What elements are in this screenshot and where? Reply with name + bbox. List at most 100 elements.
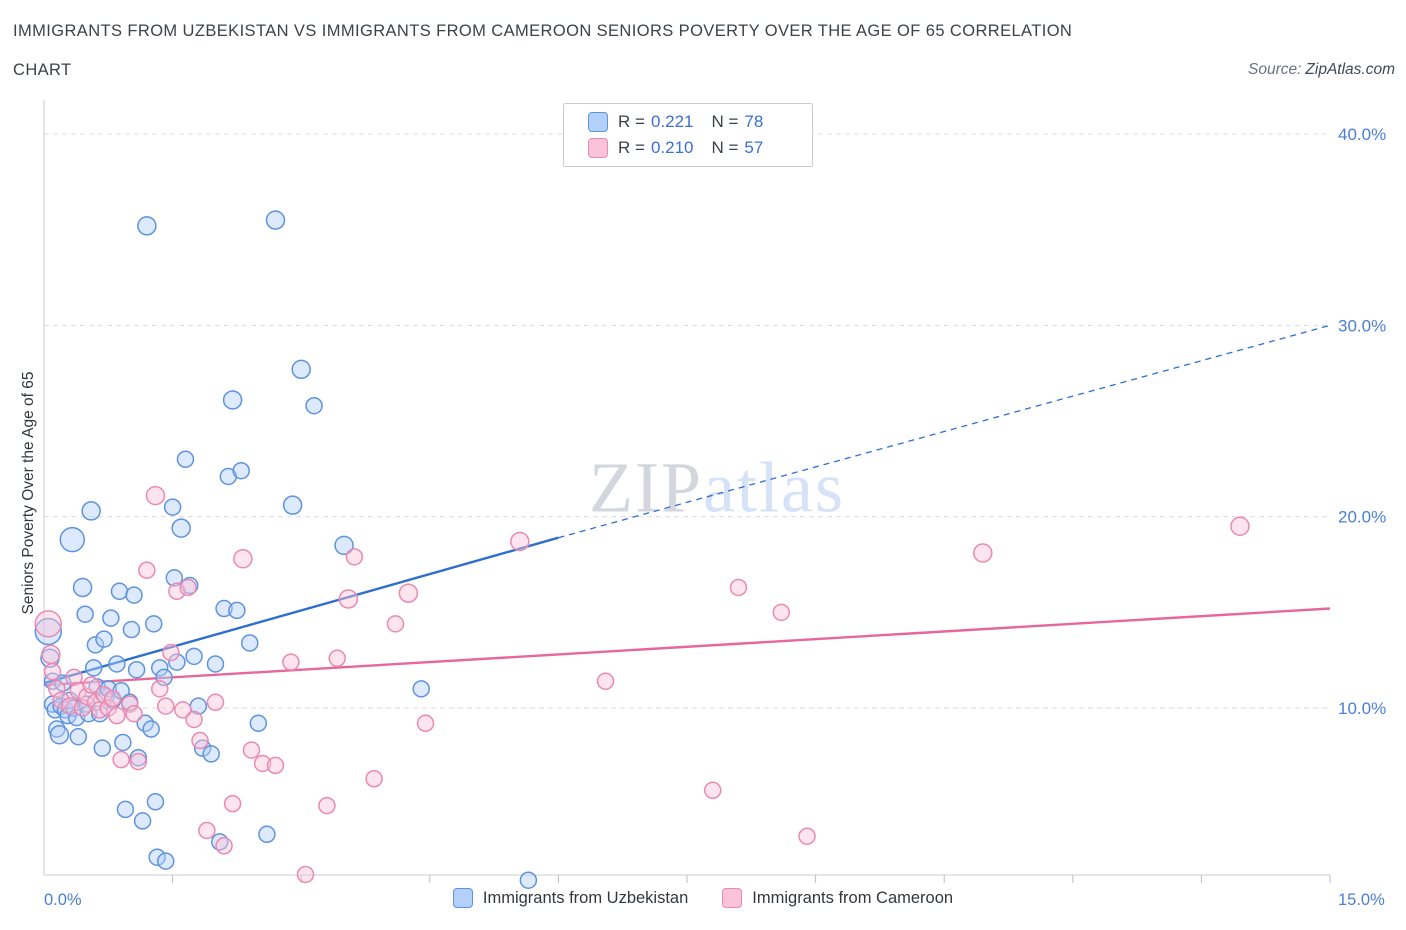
scatter-point <box>258 825 276 844</box>
scatter-point <box>59 526 86 553</box>
series-legend: Immigrants from Uzbekistan Immigrants fr… <box>0 888 1406 908</box>
scatter-point <box>52 691 70 710</box>
scatter-point <box>215 599 233 618</box>
scatter-point <box>76 605 94 623</box>
scatter-point <box>398 583 419 603</box>
scatter-point <box>69 727 88 746</box>
y-tick-label: 10.0% <box>1338 699 1386 718</box>
trend-line <box>43 607 1331 687</box>
scatter-point <box>198 821 216 840</box>
scatter-point <box>202 745 220 763</box>
scatter-point <box>291 359 311 380</box>
scatter-point <box>772 603 791 622</box>
cameroon-swatch <box>588 138 608 158</box>
y-axis-label: Seniors Poverty Over the Age of 65 <box>20 371 37 615</box>
scatter-point <box>596 672 615 690</box>
stats-row-uzbekistan: R = 0.221 N = 78 <box>588 112 812 132</box>
scatter-point <box>129 748 148 767</box>
scatter-point <box>282 495 303 515</box>
scatter-point <box>156 697 175 715</box>
n-label: N = <box>711 138 739 157</box>
scatter-point <box>108 706 126 725</box>
scatter-point <box>171 518 191 538</box>
scatter-point <box>1230 516 1250 536</box>
scatter-point <box>150 680 169 698</box>
trend-line <box>43 536 559 685</box>
scatter-point <box>127 660 146 679</box>
cameroon-swatch <box>722 888 743 908</box>
scatter-point <box>125 586 143 604</box>
y-tick-label: 20.0% <box>1338 508 1386 527</box>
scatter-point <box>148 848 166 866</box>
scatter-point <box>176 450 195 469</box>
legend-item-uzbekistan: Immigrants from Uzbekistan <box>452 888 689 908</box>
scatter-point <box>120 695 139 713</box>
scatter-point <box>110 582 129 601</box>
scatter-point <box>185 647 203 666</box>
scatter-point <box>145 485 166 506</box>
uzbekistan-swatch <box>452 888 473 908</box>
source-attribution: Source: ZipAtlas.com <box>1248 61 1395 79</box>
x-axis-min-label: 0.0% <box>44 891 82 909</box>
scatter-point <box>338 589 359 609</box>
scatter-point <box>60 697 79 715</box>
r-label: R = <box>618 112 645 131</box>
scatter-point <box>334 535 354 556</box>
legend-label-cameroon: Immigrants from Cameroon <box>752 888 954 907</box>
r-value-cameroon: 0.210 <box>650 138 694 157</box>
scatter-point <box>144 615 163 633</box>
scatter-point <box>223 794 242 813</box>
scatter-point <box>179 578 197 597</box>
scatter-point <box>386 615 405 633</box>
scatter-point <box>125 704 143 723</box>
scatter-point <box>49 725 70 745</box>
scatter-point <box>973 543 993 563</box>
y-tick-label: 30.0% <box>1338 316 1386 335</box>
scatter-point <box>168 653 186 671</box>
scatter-point <box>116 800 135 819</box>
legend-item-cameroon: Immigrants from Cameroon <box>722 888 953 908</box>
scatter-point <box>296 865 315 884</box>
scatter-point <box>34 617 63 646</box>
scatter-point <box>129 752 148 771</box>
scatter-point <box>162 643 180 662</box>
scatter-point <box>703 781 722 800</box>
uzbekistan-swatch <box>588 112 608 132</box>
scatter-point <box>138 561 156 579</box>
scatter-point <box>142 720 160 738</box>
scatter-point <box>265 210 286 230</box>
scatter-point <box>215 837 233 855</box>
scatter-point <box>249 714 268 733</box>
scatter-point <box>156 852 175 870</box>
scatter-point <box>282 653 300 671</box>
legend-label-uzbekistan: Immigrants from Uzbekistan <box>482 888 689 907</box>
scatter-point <box>133 812 152 830</box>
scatter-point <box>206 693 225 712</box>
scatter-point <box>150 659 169 677</box>
scatter-point <box>266 756 285 775</box>
scatter-point <box>798 827 816 845</box>
scatter-point <box>114 733 132 752</box>
scatter-point <box>241 634 259 652</box>
scatter-point <box>103 689 122 708</box>
scatter-point <box>365 770 383 788</box>
scatter-point <box>416 714 435 733</box>
scatter-point <box>232 461 250 480</box>
correlation-stats-legend: R = 0.221 N = 78 R = 0.210 N = 57 <box>563 103 813 167</box>
scatter-point <box>191 731 209 750</box>
source-value: ZipAtlas.com <box>1305 61 1395 78</box>
scatter-point <box>328 649 346 668</box>
n-value-uzbekistan: 78 <box>744 112 764 131</box>
scatter-point <box>318 796 336 815</box>
r-label: R = <box>618 138 645 157</box>
scatter-point <box>43 662 62 681</box>
scatter-point <box>510 531 530 552</box>
source-label: Source: <box>1247 61 1302 78</box>
scatter-point <box>81 501 101 521</box>
scatter-point <box>242 741 261 759</box>
scatter-point <box>729 578 748 597</box>
scatter-point <box>82 676 100 694</box>
scatter-point <box>72 577 93 598</box>
